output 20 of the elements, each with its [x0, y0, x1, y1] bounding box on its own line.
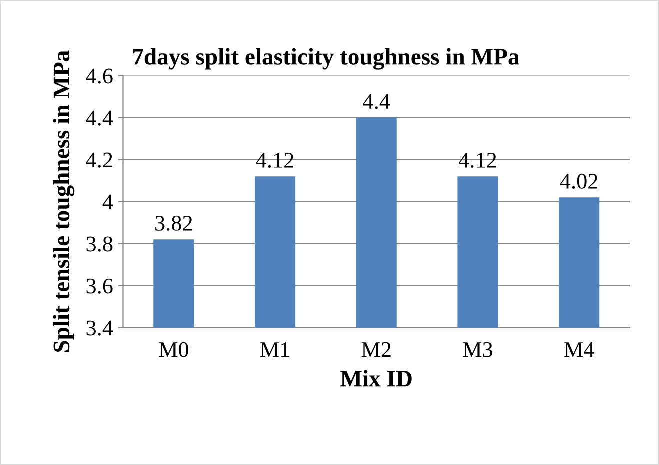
chart-title: 7days split elasticity toughness in MPa — [133, 48, 520, 70]
data-label: 4.02 — [560, 174, 598, 190]
data-label: 4.12 — [256, 152, 294, 168]
y-axis-title: Split tensile toughness in MPa — [53, 50, 75, 352]
y-tick-label: 4.6 — [86, 68, 113, 84]
x-tick-label: M4 — [564, 342, 594, 358]
data-label: 4.12 — [458, 152, 496, 168]
y-tick-label: 3.8 — [86, 236, 113, 252]
y-tick-label: 4.2 — [86, 152, 112, 168]
data-label: 4.4 — [363, 94, 390, 110]
y-tick-label: 3.6 — [86, 278, 113, 294]
x-tick-label: M2 — [362, 342, 391, 358]
y-tick-label: 4 — [102, 194, 114, 210]
x-tick-label: M0 — [159, 342, 188, 358]
x-tick-label: M1 — [260, 342, 290, 358]
data-label: 3.82 — [156, 216, 192, 232]
x-axis-title: Mix ID — [340, 370, 412, 387]
y-tick-label: 3.4 — [86, 320, 114, 336]
y-tick-label: 4.4 — [86, 110, 114, 126]
x-tick-label: M3 — [463, 342, 493, 358]
